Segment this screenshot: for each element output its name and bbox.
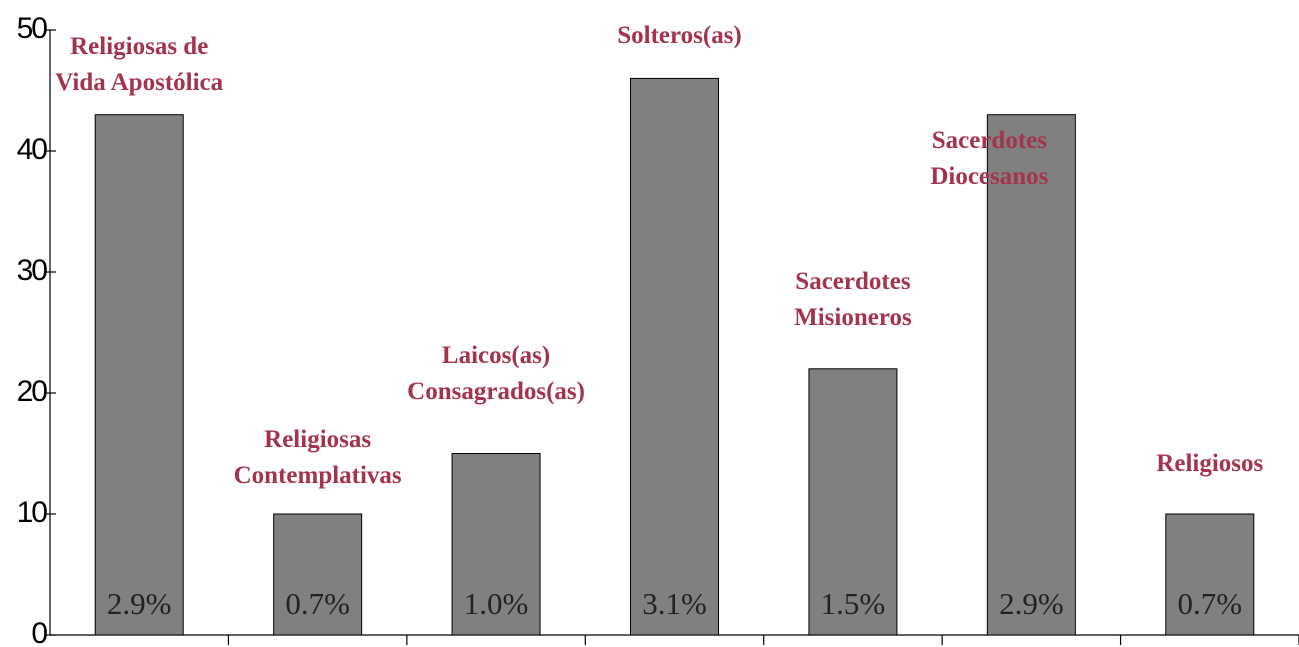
category-line: Laicos(as) bbox=[442, 342, 550, 369]
category-line: Misioneros bbox=[794, 304, 912, 331]
category-line: Sacerdotes bbox=[932, 127, 1048, 154]
y-tick-label: 20 bbox=[17, 375, 48, 408]
y-tick-label: 0 bbox=[31, 617, 47, 647]
y-tick-label: 10 bbox=[17, 496, 48, 529]
category-line: Vida Apostólica bbox=[55, 69, 223, 96]
bar bbox=[630, 77, 719, 636]
percent-label: 2.9% bbox=[107, 586, 172, 621]
category-line: Religiosos bbox=[1156, 450, 1263, 477]
category-label: Solteros(as) bbox=[617, 22, 742, 49]
bar bbox=[986, 114, 1076, 636]
bar bbox=[451, 453, 541, 636]
category-label: Religiosas Contemplativas bbox=[234, 426, 402, 489]
category-label: Laicos(as) Consagrados(as) bbox=[407, 342, 585, 405]
category-line: Religiosas de bbox=[70, 33, 208, 60]
percent-label: 1.0% bbox=[464, 586, 529, 621]
bar bbox=[273, 513, 363, 636]
bar bbox=[1165, 513, 1255, 636]
category-label: Religiosos bbox=[1156, 450, 1263, 477]
bar bbox=[94, 114, 184, 636]
percent-label: 0.7% bbox=[285, 586, 350, 621]
percent-label: 3.1% bbox=[642, 586, 707, 621]
category-line: Religiosas bbox=[264, 426, 371, 453]
category-line: Sacerdotes bbox=[795, 268, 911, 295]
bar bbox=[808, 368, 898, 636]
y-tick-label: 50 bbox=[17, 12, 48, 45]
category-label: Sacerdotes Misioneros bbox=[794, 268, 912, 331]
y-tick-label: 40 bbox=[17, 133, 48, 166]
category-line: Contemplativas bbox=[234, 462, 402, 489]
category-label: Religiosas de Vida Apostólica bbox=[55, 33, 223, 96]
y-tick-label: 30 bbox=[17, 254, 48, 287]
category-line: Solteros(as) bbox=[617, 22, 742, 49]
category-line: Consagrados(as) bbox=[407, 378, 585, 405]
percent-label: 2.9% bbox=[999, 586, 1064, 621]
percent-label: 1.5% bbox=[821, 586, 886, 621]
category-line: Diocesanos bbox=[930, 163, 1048, 190]
percent-label: 0.7% bbox=[1177, 586, 1242, 621]
category-label: Sacerdotes Diocesanos bbox=[930, 127, 1048, 190]
